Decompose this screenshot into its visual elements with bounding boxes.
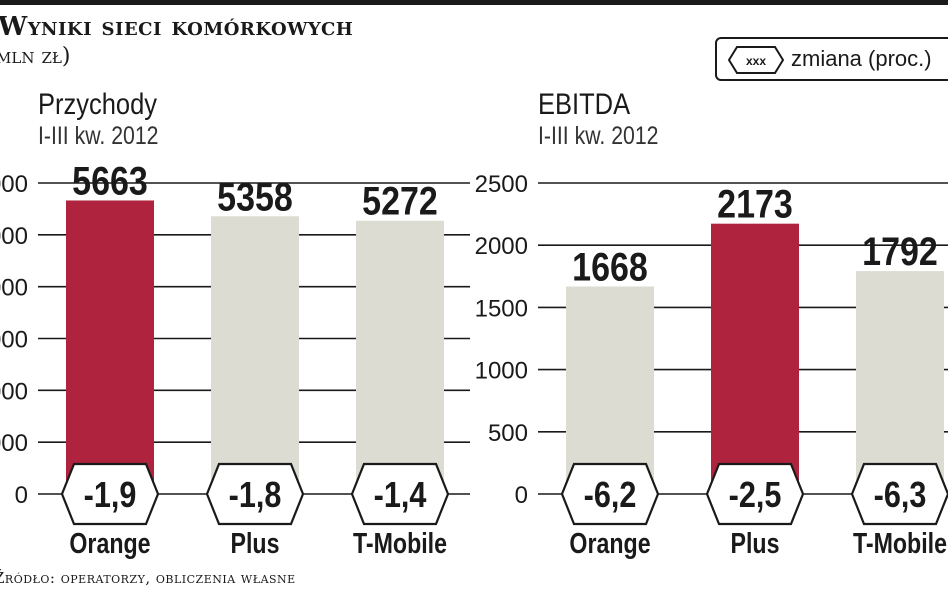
change-label-ebitda: -6,2 bbox=[584, 476, 637, 516]
change-label-ebitda: -6,3 bbox=[874, 476, 927, 516]
panel-title-revenue: Przychody bbox=[38, 88, 158, 121]
category-label-ebitda: T-Mobile bbox=[853, 526, 947, 559]
value-label-ebitda: 1668 bbox=[572, 244, 648, 289]
y-tick-label-revenue: 000 bbox=[0, 171, 28, 198]
category-label-ebitda: Plus bbox=[731, 526, 780, 559]
change-badge-ebitda bbox=[560, 462, 660, 526]
source-note: Źródło: operatorzy, obliczenia własne bbox=[0, 569, 296, 587]
legend: xxx zmiana (proc.) bbox=[715, 37, 948, 81]
y-tick-label-ebitda: 2500 bbox=[475, 171, 528, 198]
y-tick-label-ebitda: 1500 bbox=[475, 295, 528, 322]
y-tick-label-revenue: 000 bbox=[0, 223, 28, 250]
change-label-revenue: -1,9 bbox=[84, 476, 137, 516]
change-label-ebitda: -2,5 bbox=[729, 476, 782, 516]
bar-revenue-orange bbox=[66, 200, 154, 494]
category-label-revenue: Plus bbox=[231, 526, 280, 559]
y-tick-label-revenue: 000 bbox=[0, 327, 28, 354]
legend-marker-text: xxx bbox=[746, 54, 766, 68]
change-badge-revenue bbox=[60, 462, 160, 526]
legend-marker-icon: xxx bbox=[727, 46, 785, 74]
bar-ebitda-orange bbox=[566, 286, 654, 494]
bar-revenue-plus bbox=[211, 216, 299, 495]
top-rule bbox=[0, 0, 948, 5]
y-tick-label-revenue: 000 bbox=[0, 378, 28, 405]
category-label-ebitda: Orange bbox=[569, 526, 650, 559]
y-tick-label-revenue: 0 bbox=[15, 482, 28, 509]
bar-ebitda-plus bbox=[711, 223, 799, 494]
change-badge-revenue bbox=[205, 462, 305, 526]
value-label-revenue: 5358 bbox=[217, 174, 293, 219]
y-tick-label-ebitda: 500 bbox=[488, 420, 528, 447]
value-label-revenue: 5663 bbox=[72, 158, 148, 203]
bar-ebitda-t-mobile bbox=[856, 271, 944, 494]
change-badge-revenue bbox=[350, 462, 450, 526]
y-tick-label-revenue: 000 bbox=[0, 275, 28, 302]
y-tick-label-revenue: 000 bbox=[0, 430, 28, 457]
category-label-revenue: Orange bbox=[69, 526, 150, 559]
panel-subtitle-revenue: I-III kw. 2012 bbox=[38, 122, 159, 150]
value-label-ebitda: 2173 bbox=[717, 181, 793, 226]
change-badge-ebitda bbox=[705, 462, 805, 526]
legend-label: zmiana (proc.) bbox=[791, 46, 932, 71]
unit-label: mln zł) bbox=[0, 44, 71, 69]
y-tick-label-ebitda: 0 bbox=[515, 482, 528, 509]
category-label-revenue: T-Mobile bbox=[353, 526, 447, 559]
panel-subtitle-ebitda: I-III kw. 2012 bbox=[538, 122, 659, 150]
y-tick-label-ebitda: 1000 bbox=[475, 358, 528, 385]
chart-title: Wyniki sieci komórkowych bbox=[0, 12, 354, 42]
change-label-revenue: -1,4 bbox=[374, 476, 427, 516]
change-badge-ebitda bbox=[850, 462, 948, 526]
panel-title-ebitda: EBITDA bbox=[538, 88, 631, 121]
bar-revenue-t-mobile bbox=[356, 220, 444, 494]
change-label-revenue: -1,8 bbox=[229, 476, 282, 516]
value-label-ebitda: 1792 bbox=[862, 228, 938, 273]
y-tick-label-ebitda: 2000 bbox=[475, 233, 528, 260]
value-label-revenue: 5272 bbox=[362, 178, 438, 223]
